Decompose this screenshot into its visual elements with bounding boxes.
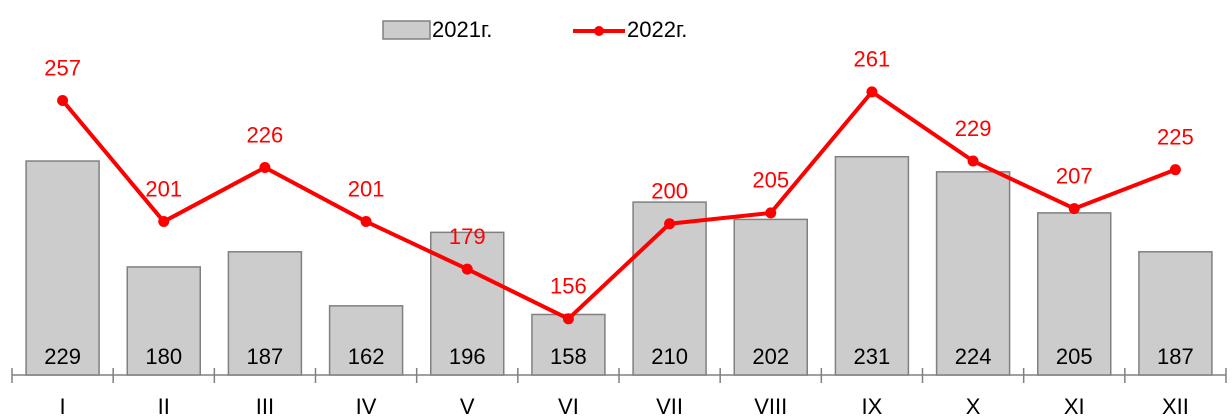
bar-value-label: 187 xyxy=(247,344,284,369)
line-value-label: 156 xyxy=(550,274,587,299)
legend-swatch-bar xyxy=(382,20,431,40)
x-tick-label: I xyxy=(60,394,66,419)
bar-value-label: 202 xyxy=(752,344,789,369)
bar xyxy=(227,251,303,376)
x-tick-label: IX xyxy=(862,394,883,419)
x-tick-label: XII xyxy=(1162,394,1189,419)
line-marker xyxy=(360,216,372,228)
x-tick-label: XI xyxy=(1064,394,1085,419)
bar-value-label: 180 xyxy=(145,344,182,369)
line-value-label: 205 xyxy=(752,168,789,193)
legend-marker xyxy=(594,26,604,36)
bar-value-label: 158 xyxy=(550,344,587,369)
bar-value-label: 162 xyxy=(348,344,385,369)
x-tick-label: VIII xyxy=(754,394,787,419)
bar xyxy=(1138,251,1213,376)
line-marker xyxy=(967,155,979,167)
bar xyxy=(328,305,404,376)
bar-value-label: 196 xyxy=(449,344,486,369)
line-value-label: 226 xyxy=(247,122,284,147)
bar-value-label: 231 xyxy=(854,344,891,369)
line-marker xyxy=(562,313,574,325)
line-marker xyxy=(158,216,170,228)
line-value-label: 261 xyxy=(854,47,891,72)
bar xyxy=(126,266,201,376)
bar-value-label: 229 xyxy=(44,344,81,369)
bar xyxy=(733,218,808,376)
bar-value-label: 224 xyxy=(955,344,992,369)
bar xyxy=(935,171,1011,376)
line-value-label: 200 xyxy=(651,179,688,204)
line-value-label: 179 xyxy=(449,224,486,249)
legend-label: 2022г. xyxy=(627,17,687,42)
bar-value-label: 210 xyxy=(651,344,688,369)
bar-value-label: 187 xyxy=(1157,344,1194,369)
line xyxy=(61,89,1177,321)
x-tick-label: II xyxy=(158,394,170,419)
line-marker xyxy=(57,95,69,107)
line-value-label: 257 xyxy=(44,55,81,80)
line-marker xyxy=(259,162,271,174)
line-value-label: 207 xyxy=(1056,163,1093,188)
x-tick-label: IV xyxy=(356,394,377,419)
line-value-label: 201 xyxy=(348,176,385,201)
bar xyxy=(531,313,606,376)
bar xyxy=(25,160,100,376)
line-marker xyxy=(866,86,878,98)
line-marker xyxy=(765,207,777,219)
bar xyxy=(834,155,910,376)
line-marker xyxy=(664,218,676,230)
x-tick-label: III xyxy=(256,394,274,419)
line-marker xyxy=(1169,164,1181,176)
bar xyxy=(632,201,707,376)
x-tick-label: VII xyxy=(656,394,683,419)
bar xyxy=(1037,212,1112,376)
legend-label: 2021г. xyxy=(432,17,492,42)
line-value-label: 229 xyxy=(955,116,992,141)
line-value-label: 201 xyxy=(145,176,182,201)
line-marker xyxy=(1068,203,1080,215)
x-tick-label: X xyxy=(966,394,981,419)
x-tick-label: VI xyxy=(558,394,579,419)
line-value-label: 225 xyxy=(1157,124,1194,149)
bar-value-label: 205 xyxy=(1056,344,1093,369)
x-tick-label: V xyxy=(460,394,475,419)
line-marker xyxy=(461,263,473,275)
